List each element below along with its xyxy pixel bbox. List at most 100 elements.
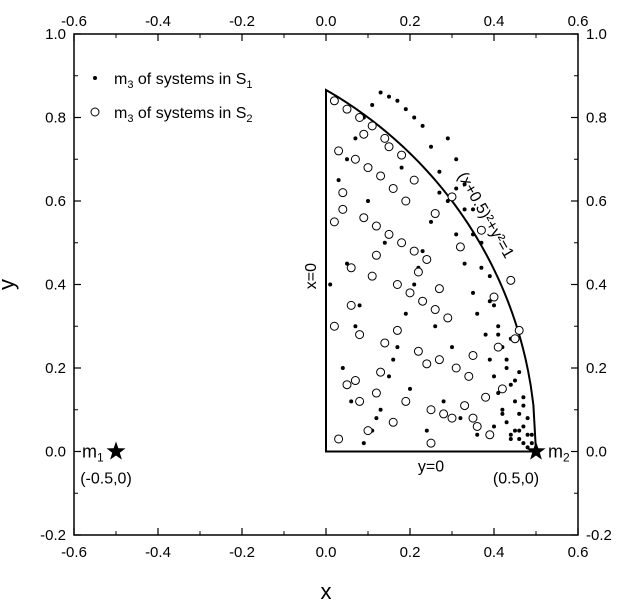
s1-point bbox=[345, 261, 349, 266]
s2-point bbox=[468, 413, 478, 423]
s2-point bbox=[329, 96, 339, 106]
s2-point bbox=[455, 242, 465, 252]
s1-point bbox=[336, 178, 341, 183]
s2-point bbox=[489, 292, 499, 302]
s1-point bbox=[492, 374, 496, 379]
region-boundary bbox=[325, 88, 538, 453]
s2-point bbox=[380, 338, 390, 348]
s1-point bbox=[517, 411, 522, 416]
s1-point bbox=[525, 416, 530, 421]
s1-point bbox=[513, 428, 517, 433]
x-tick-label-top: -0.2 bbox=[229, 13, 255, 30]
s2-point bbox=[430, 209, 440, 219]
s2-point bbox=[514, 325, 524, 335]
y-tick-label-left: 0.0 bbox=[45, 444, 66, 461]
s2-point bbox=[346, 300, 356, 310]
x-tick-label-bottom: -0.6 bbox=[61, 544, 87, 561]
s2-point bbox=[350, 154, 360, 164]
x-tick-label-top: -0.4 bbox=[145, 13, 171, 30]
series-s1-points bbox=[328, 90, 534, 450]
s1-point bbox=[395, 345, 400, 350]
y-axis-title: y bbox=[0, 279, 19, 290]
s2-point bbox=[376, 367, 386, 377]
s1-point bbox=[340, 366, 345, 370]
s1-point bbox=[412, 282, 417, 287]
s2-point bbox=[380, 133, 390, 143]
s1-point bbox=[370, 102, 375, 107]
s2-point bbox=[355, 330, 365, 340]
s2-point bbox=[506, 275, 516, 285]
legend-s1-label: m3 of systems in S1 bbox=[114, 71, 253, 91]
s1-point bbox=[504, 366, 509, 370]
s2-point bbox=[329, 217, 339, 227]
s2-point bbox=[397, 238, 407, 248]
s1-point bbox=[471, 232, 475, 237]
s1-point bbox=[525, 445, 530, 450]
s2-point bbox=[405, 288, 415, 298]
s1-point bbox=[353, 324, 358, 329]
s1-point bbox=[408, 386, 412, 391]
mass-m1-label: m1 bbox=[82, 442, 104, 465]
s2-point bbox=[350, 376, 360, 386]
s1-point bbox=[424, 428, 429, 433]
s1-point bbox=[395, 98, 400, 103]
s1-point bbox=[403, 311, 408, 316]
s1-point bbox=[462, 261, 467, 266]
m1-label-main: m bbox=[82, 442, 97, 462]
s2-point bbox=[359, 129, 369, 139]
s2-point bbox=[346, 263, 356, 273]
s1-point bbox=[500, 411, 505, 416]
s2-point bbox=[355, 396, 365, 406]
s2-point bbox=[371, 388, 381, 398]
s1-point bbox=[496, 324, 501, 329]
s1-point bbox=[366, 199, 370, 203]
s1-point bbox=[521, 395, 526, 400]
s2-point bbox=[367, 271, 377, 281]
s2-point bbox=[468, 350, 478, 360]
s1-point bbox=[517, 370, 522, 375]
y-tick-label-left: 1.0 bbox=[45, 26, 66, 43]
s2-point bbox=[439, 409, 449, 419]
s1-point bbox=[492, 424, 496, 429]
s2-point bbox=[434, 355, 444, 365]
s2-point bbox=[447, 192, 457, 202]
s1-point bbox=[391, 357, 396, 362]
s2-point bbox=[334, 146, 344, 156]
x-tick-label-top: 0.2 bbox=[400, 13, 421, 30]
s2-point bbox=[422, 254, 432, 264]
y-tick-label-left: 0.4 bbox=[45, 277, 66, 294]
s1-point bbox=[445, 199, 450, 203]
s1-point bbox=[487, 274, 492, 279]
s1-point bbox=[349, 399, 354, 404]
legend-s2-sub2: 2 bbox=[246, 113, 252, 125]
s1-point bbox=[412, 115, 417, 120]
s2-point bbox=[338, 188, 348, 198]
s2-point bbox=[329, 321, 339, 331]
mass-m2-coords: (0.5,0) bbox=[493, 471, 539, 488]
legend-s2-main: m bbox=[114, 105, 127, 122]
s1-point bbox=[458, 416, 463, 421]
s1-point bbox=[492, 303, 496, 308]
s1-point bbox=[374, 416, 379, 421]
s2-point bbox=[485, 430, 495, 440]
s1-point bbox=[437, 190, 442, 195]
mass-m2-label: m2 bbox=[548, 442, 570, 465]
x-tick-label-top: 0.0 bbox=[316, 13, 337, 30]
s2-point bbox=[401, 396, 411, 406]
y-tick-label-right: 0.0 bbox=[586, 444, 607, 461]
y-tick-label-right: 1.0 bbox=[586, 26, 607, 43]
s1-point bbox=[420, 249, 425, 254]
s2-point bbox=[388, 183, 398, 193]
s2-point bbox=[409, 246, 419, 256]
y-tick-label-right: 0.8 bbox=[586, 110, 607, 127]
s1-point bbox=[508, 382, 513, 387]
legend-s1-sub2: 1 bbox=[246, 79, 252, 91]
s2-point bbox=[443, 313, 453, 323]
s1-point bbox=[504, 357, 509, 362]
s1-point bbox=[387, 374, 391, 379]
s1-point bbox=[471, 290, 475, 295]
y-tick-label-left: 0.8 bbox=[45, 110, 66, 127]
s2-point bbox=[451, 363, 461, 373]
x-tick-label-bottom: 0.0 bbox=[316, 544, 337, 561]
s1-point bbox=[454, 186, 459, 191]
